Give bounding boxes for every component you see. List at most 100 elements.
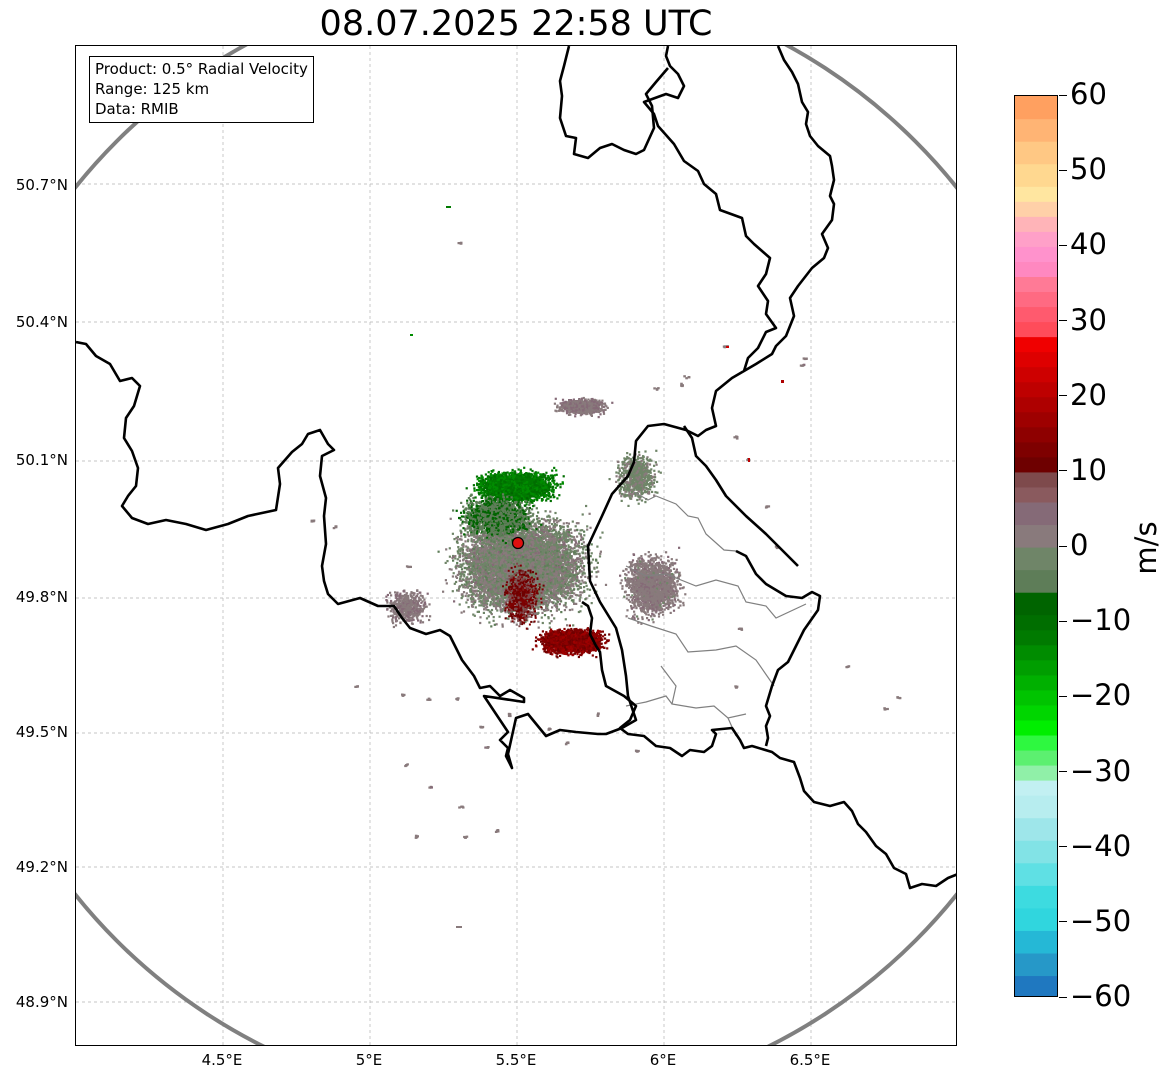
colorbar-tick [1059,169,1067,171]
lon-label: 5.5°E [476,1051,556,1069]
info-source: Data: RMIB [95,99,308,119]
lat-label: 48.9°N [0,993,68,1011]
lat-label: 50.7°N [0,176,68,194]
colorbar-band [1015,141,1057,165]
info-product: Product: 0.5° Radial Velocity [95,59,308,79]
colorbar-band [1015,396,1057,413]
lat-label: 50.1°N [0,451,68,469]
colorbar-band [1015,471,1057,488]
colorbar-tick-label: 40 [1070,228,1107,260]
colorbar-band [1015,907,1057,931]
lat-label: 49.2°N [0,858,68,876]
colorbar-tick [1059,94,1067,96]
colorbar-band [1015,975,1057,996]
colorbar-tick-label: 60 [1070,78,1107,110]
radar-echoes [310,206,902,928]
colorbar-band [1015,644,1057,661]
colorbar-band [1015,456,1057,473]
colorbar-band [1015,862,1057,886]
colorbar-tick-label: −20 [1070,679,1131,711]
colorbar-band [1015,569,1057,593]
colorbar-tick [1059,695,1067,697]
radar-map[interactable] [75,45,957,1046]
colorbar [1014,95,1058,997]
info-range: Range: 125 km [95,79,308,99]
colorbar-band [1015,261,1057,277]
lat-label: 50.4°N [0,313,68,331]
colorbar-tick-label: 50 [1070,153,1107,185]
lon-label: 6.5°E [770,1051,850,1069]
lat-label: 49.5°N [0,723,68,741]
colorbar-tick [1059,395,1067,397]
colorbar-band [1015,246,1057,262]
page-title: 08.07.2025 22:58 UTC [75,4,957,44]
colorbar-band [1015,321,1057,338]
colorbar-band [1015,547,1057,571]
colorbar-band [1015,930,1057,954]
colorbar-band [1015,306,1057,323]
colorbar-tick [1059,846,1067,848]
colorbar-tick [1059,244,1067,246]
colorbar-band [1015,885,1057,909]
colorbar-tick-label: −50 [1070,905,1131,937]
colorbar-band [1015,411,1057,428]
colorbar-tick [1059,996,1067,998]
colorbar-tick-label: 20 [1070,379,1107,411]
info-box: Product: 0.5° Radial Velocity Range: 125… [89,56,314,123]
colorbar-tick-label: 10 [1070,454,1107,486]
colorbar-tick-label: −40 [1070,830,1131,862]
colorbar-band [1015,186,1057,202]
colorbar-band [1015,629,1057,646]
colorbar-tick-label: 30 [1070,304,1107,336]
colorbar-band [1015,336,1057,353]
radar-site-marker[interactable] [511,536,525,550]
lon-label: 6°E [623,1051,703,1069]
colorbar-band [1015,734,1057,751]
colorbar-tick [1059,320,1067,321]
colorbar-band [1015,201,1057,217]
map-canvas [76,46,956,1045]
colorbar-band [1015,674,1057,691]
colorbar-band [1015,96,1057,120]
colorbar-band [1015,524,1057,548]
lon-label: 5°E [329,1051,409,1069]
colorbar-band [1015,501,1057,526]
colorbar-tick-label: −30 [1070,755,1131,787]
colorbar-gradient [1015,96,1057,996]
colorbar-band [1015,276,1057,293]
colorbar-band [1015,486,1057,503]
colorbar-band [1015,764,1057,781]
colorbar-tick [1059,470,1067,472]
colorbar-band [1015,780,1057,796]
colorbar-tick-label: −10 [1070,604,1131,636]
colorbar-band [1015,351,1057,368]
colorbar-band [1015,216,1057,232]
colorbar-band [1015,840,1057,864]
colorbar-band [1015,366,1057,383]
colorbar-tick-label: −60 [1070,980,1131,1012]
colorbar-tick [1059,545,1067,547]
colorbar-band [1015,231,1057,247]
colorbar-band [1015,426,1057,443]
colorbar-band [1015,704,1057,721]
colorbar-band [1015,163,1057,187]
colorbar-band [1015,381,1057,398]
colorbar-band [1015,118,1057,142]
colorbar-band [1015,659,1057,676]
colorbar-band [1015,689,1057,706]
colorbar-band [1015,441,1057,458]
colorbar-band [1015,749,1057,766]
colorbar-band [1015,592,1057,616]
colorbar-band [1015,952,1057,977]
colorbar-band [1015,614,1057,631]
colorbar-tick [1059,620,1067,622]
colorbar-band [1015,817,1057,841]
lat-label: 49.8°N [0,588,68,606]
colorbar-band [1015,291,1057,308]
country-borders [76,46,956,890]
colorbar-band [1015,719,1057,736]
colorbar-tick-label: 0 [1070,529,1088,561]
colorbar-unit-label: m/s [1129,521,1163,574]
colorbar-band [1015,795,1057,819]
colorbar-tick [1059,921,1067,923]
